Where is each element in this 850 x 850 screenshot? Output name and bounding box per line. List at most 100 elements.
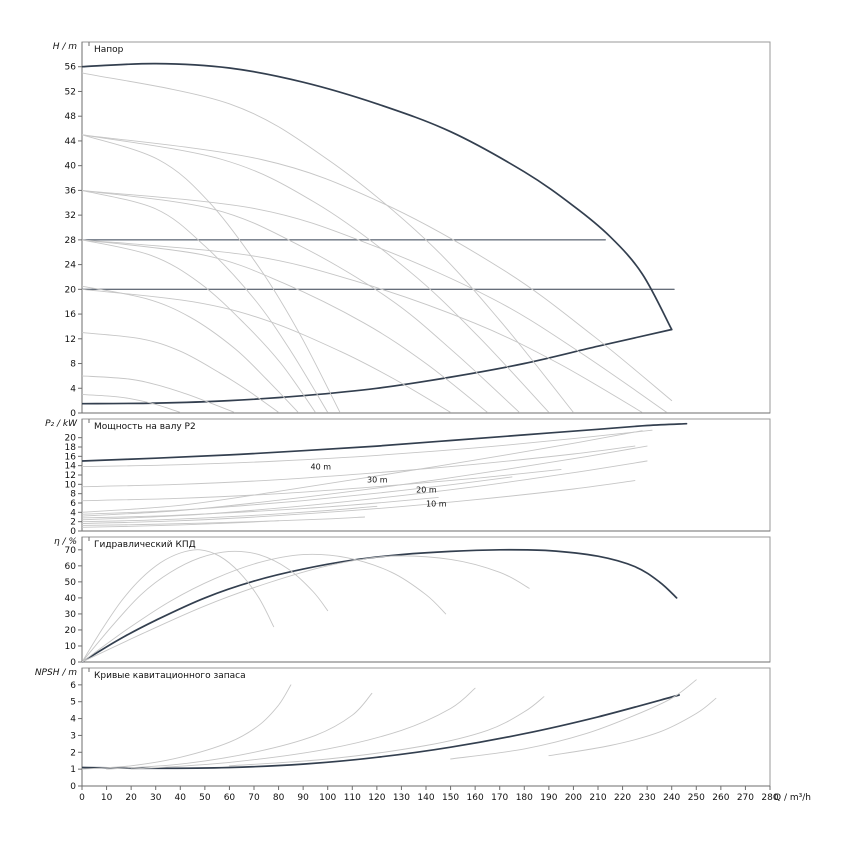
x-tick-label: 220 (614, 793, 631, 803)
power-curve (82, 516, 366, 526)
x-tick-label: 40 (175, 793, 187, 803)
power-panel-ytick-label: 12 (65, 471, 76, 481)
head-panel-ytick-label: 0 (70, 409, 76, 419)
power-panel-ytick-label: 0 (70, 527, 76, 537)
power-curve (82, 445, 636, 488)
x-tick-label: 30 (150, 793, 162, 803)
x-tick-label: 140 (417, 793, 434, 803)
head-panel-ytick-label: 20 (65, 285, 77, 295)
npsh-curve (106, 692, 373, 770)
envelope-min (82, 328, 673, 405)
x-tick-label: 0 (79, 793, 85, 803)
npsh-curve (82, 684, 292, 770)
efficiency-panel-ytick-label: 10 (65, 642, 77, 652)
power-curve-10m (82, 480, 636, 524)
head-panel-ytick-label: 40 (65, 162, 77, 172)
power-curve-20m (82, 460, 648, 521)
family-curve (82, 288, 452, 413)
head-panel-ytick-label: 24 (65, 261, 77, 271)
npsh-panel: 0 1 2 3 4 5 6 NPSH / m Кривые кавитационного зап… (35, 667, 771, 792)
power-panel-ytick-label: 20 (65, 434, 77, 444)
x-tick-label: 180 (516, 793, 533, 803)
family-curve (82, 239, 316, 413)
x-tick-label: 130 (393, 793, 410, 803)
efficiency-panel-ytick-label: 20 (65, 626, 77, 636)
npsh-panel-ytick-label: 4 (70, 715, 76, 725)
efficiency-panel-title: Гидравлический КПД (94, 540, 196, 550)
npsh-panel-ytick-label: 3 (70, 731, 76, 741)
x-tick-label: 260 (712, 793, 729, 803)
x-tick-label: 70 (248, 793, 260, 803)
efficiency-curve (82, 549, 275, 663)
power-curve (82, 520, 280, 528)
head-panel-y-unit: H / m (53, 42, 78, 52)
head-panel-frame (81, 41, 771, 414)
head-panel-ytick-label: 16 (65, 310, 77, 320)
family-curve (82, 189, 668, 413)
efficiency-panel-ytick-label: 30 (65, 610, 77, 620)
power-panel-ytick-label: 18 (65, 443, 77, 453)
head-panel-ytick-label: 8 (70, 360, 76, 370)
x-tick-label: 170 (491, 793, 508, 803)
efficiency-panel: 0 10 20 30 40 50 60 70η / % Гидравлический КПД (54, 536, 771, 668)
efficiency-panel-frame (81, 536, 771, 663)
x-axis: 0 10 20 30 40 50 60 70 80 90 100 110 120 130 140 150 160… (79, 786, 811, 803)
family-curve (82, 393, 181, 413)
head-panel-ytick-label: 28 (65, 236, 77, 246)
x-tick-label: 270 (737, 793, 754, 803)
head-panel-ytick-label: 32 (65, 211, 76, 221)
npsh-panel-ytick-label: 2 (70, 748, 76, 758)
family-curve (82, 72, 574, 413)
head-panel-ytick-label: 52 (65, 87, 76, 97)
family-curve (82, 285, 299, 413)
head-panel-ytick-label: 36 (65, 186, 77, 196)
power-curve (82, 505, 378, 523)
family-curve (82, 189, 520, 413)
power-panel-annotation: 30 m (367, 475, 388, 484)
x-tick-label: 210 (589, 793, 606, 803)
power-panel-ytick-label: 10 (65, 480, 77, 490)
head-panel-ytick-label: 44 (65, 137, 77, 147)
x-tick-label: 20 (125, 793, 137, 803)
x-tick-label: 190 (540, 793, 557, 803)
family-curve (82, 134, 341, 413)
x-tick-label: 80 (273, 793, 285, 803)
npsh-curve (228, 696, 545, 767)
npsh-curve (548, 697, 717, 757)
power-panel-ytick-label: 14 (65, 462, 77, 472)
power-curve (82, 468, 562, 502)
power-panel-ytick-label: 8 (70, 490, 76, 500)
power-panel-ytick-label: 4 (70, 508, 76, 518)
power-curve (82, 496, 439, 519)
efficiency-panel-ytick-label: 40 (65, 594, 77, 604)
power-panel-ytick-label: 16 (65, 452, 77, 462)
family-curve (82, 239, 643, 413)
x-tick-label: 160 (467, 793, 484, 803)
power-curve-30m (82, 445, 648, 517)
family-curve (82, 332, 280, 413)
power-panel-title: Мощность на валу P2 (94, 422, 196, 432)
power-panel-ytick-label: 2 (70, 518, 76, 528)
x-tick-label: 60 (224, 793, 236, 803)
power-panel-annotation: 10 m (426, 499, 447, 508)
power-panel-annotation: 20 m (416, 485, 437, 494)
efficiency-max (82, 548, 678, 663)
x-tick-label: 240 (663, 793, 680, 803)
power-panel-annotation: 40 m (311, 462, 332, 471)
efficiency-panel-ytick-label: 70 (65, 546, 77, 556)
power-panel-y-unit: P₂ / kW (45, 419, 78, 429)
power-panel-ytick-label: 6 (70, 499, 76, 509)
npsh-panel-y-unit: NPSH / m (35, 668, 77, 678)
x-tick-label: 200 (565, 793, 582, 803)
efficiency-panel-ytick-label: 0 (70, 658, 76, 668)
efficiency-curve (82, 550, 329, 663)
efficiency-panel-ytick-label: 60 (65, 562, 77, 572)
x-tick-label: 90 (297, 793, 309, 803)
x-tick-label: 150 (442, 793, 459, 803)
efficiency-curve (82, 555, 530, 663)
envelope-max (82, 62, 673, 331)
family-curve (82, 134, 673, 402)
x-tick-label: 280 (761, 793, 778, 803)
efficiency-curve (82, 553, 447, 663)
